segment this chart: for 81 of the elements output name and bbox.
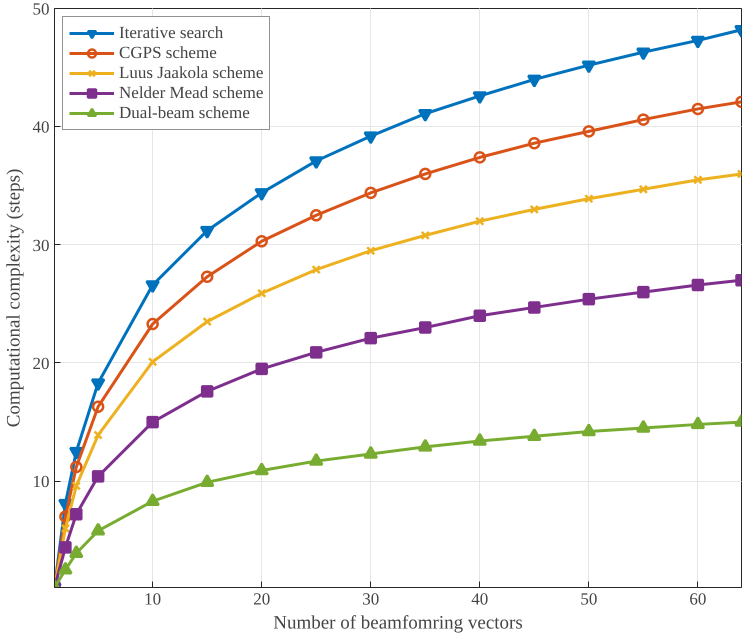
- point: [310, 346, 322, 359]
- point: [530, 204, 540, 214]
- legend-label: Nelder Mead scheme: [119, 83, 264, 103]
- point: [92, 470, 104, 483]
- point: [474, 309, 486, 322]
- y-tick-label: 40: [32, 118, 50, 137]
- point: [692, 278, 704, 292]
- point: [90, 522, 106, 536]
- point: [308, 452, 324, 466]
- point: [527, 428, 542, 441]
- point: [148, 357, 158, 367]
- y-tick-label: 20: [32, 354, 50, 373]
- point: [366, 246, 376, 256]
- point: [638, 184, 648, 194]
- point: [310, 209, 322, 222]
- point: [72, 481, 82, 491]
- x-tick-label: 20: [253, 590, 270, 608]
- legend-label: Luus Jaakola scheme: [119, 63, 264, 83]
- point: [582, 292, 596, 306]
- point: [637, 113, 650, 126]
- point: [418, 108, 433, 122]
- point: [475, 216, 485, 226]
- point: [70, 460, 83, 474]
- point: [584, 194, 594, 204]
- point: [418, 438, 433, 452]
- y-axis-title: Computational complexity (steps): [4, 168, 24, 428]
- point: [363, 446, 378, 459]
- point: [202, 316, 212, 326]
- point: [472, 91, 488, 104]
- point: [200, 270, 214, 283]
- point: [419, 321, 432, 334]
- y-tick-label: 10: [32, 472, 50, 492]
- point: [690, 416, 706, 430]
- point: [308, 156, 324, 170]
- y-tick-label: 50: [32, 0, 50, 18]
- legend-label: Iterative search: [119, 23, 224, 43]
- point: [146, 416, 159, 428]
- point: [58, 562, 73, 574]
- legend-label: Dual-beam scheme: [119, 103, 250, 123]
- point: [69, 545, 84, 558]
- point: [637, 286, 650, 298]
- y-tick-label: 30: [32, 236, 50, 255]
- point: [636, 48, 651, 60]
- point: [693, 175, 703, 185]
- point: [145, 493, 160, 506]
- point: [255, 235, 268, 248]
- point: [146, 318, 159, 330]
- x-tick-label: 40: [471, 590, 488, 608]
- point: [364, 186, 377, 200]
- point: [70, 508, 83, 520]
- point: [311, 264, 321, 274]
- point: [93, 430, 103, 440]
- point: [420, 230, 430, 240]
- point: [472, 432, 488, 446]
- point: [528, 301, 541, 314]
- point: [582, 423, 596, 436]
- point: [254, 462, 269, 476]
- point: [200, 385, 214, 398]
- point: [255, 362, 268, 376]
- x-axis-title: Number of beamfomring vectors: [273, 612, 523, 634]
- point: [528, 136, 541, 150]
- legend-label: CGPS scheme: [119, 43, 217, 63]
- x-tick-label: 60: [689, 590, 706, 608]
- point: [527, 74, 542, 88]
- x-tick-label: 30: [362, 590, 380, 608]
- point: [364, 332, 377, 344]
- point: [200, 226, 214, 239]
- point: [582, 125, 596, 138]
- point: [692, 102, 704, 116]
- point: [363, 131, 378, 144]
- x-tick-label: 50: [580, 590, 598, 608]
- x-tick-label: 10: [144, 590, 162, 608]
- point: [636, 420, 651, 433]
- point: [92, 400, 104, 413]
- point: [256, 288, 266, 298]
- point: [419, 168, 432, 180]
- point: [254, 188, 269, 202]
- point: [582, 60, 596, 74]
- point: [200, 474, 214, 488]
- point: [690, 36, 706, 49]
- point: [474, 151, 486, 164]
